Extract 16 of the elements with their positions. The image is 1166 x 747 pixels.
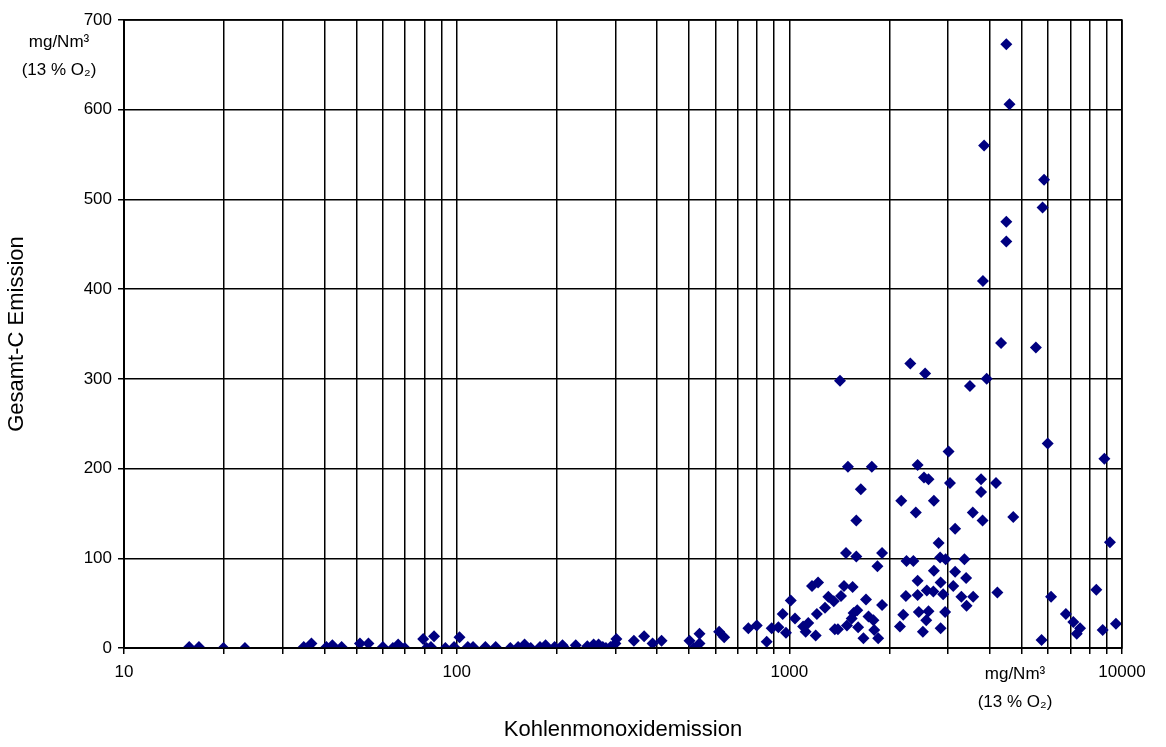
y-tick-label: 600	[83, 99, 112, 119]
y-tick-label: 0	[102, 637, 112, 657]
x-tick-label: 10000	[1098, 661, 1146, 681]
text: mg/Nm³ (13 % O₂)	[976, 663, 1054, 713]
y-tick-label: 400	[83, 278, 112, 298]
y-axis-title: Gesamt-C Emission	[3, 236, 29, 432]
y-tick-label: 300	[83, 368, 112, 388]
y-tick-label: 100	[83, 547, 112, 567]
x-tick-label: 1000	[770, 661, 809, 681]
x-tick-label: 10	[114, 661, 134, 681]
x-tick-label: 100	[442, 661, 471, 681]
text: mg/Nm³ (13 % O₂)	[20, 31, 98, 81]
y-tick-label: 500	[83, 189, 112, 209]
y-tick-label: 700	[83, 9, 112, 29]
x-axis-title: Kohlenmonoxidemission	[503, 715, 743, 741]
y-tick-label: 200	[83, 458, 112, 478]
